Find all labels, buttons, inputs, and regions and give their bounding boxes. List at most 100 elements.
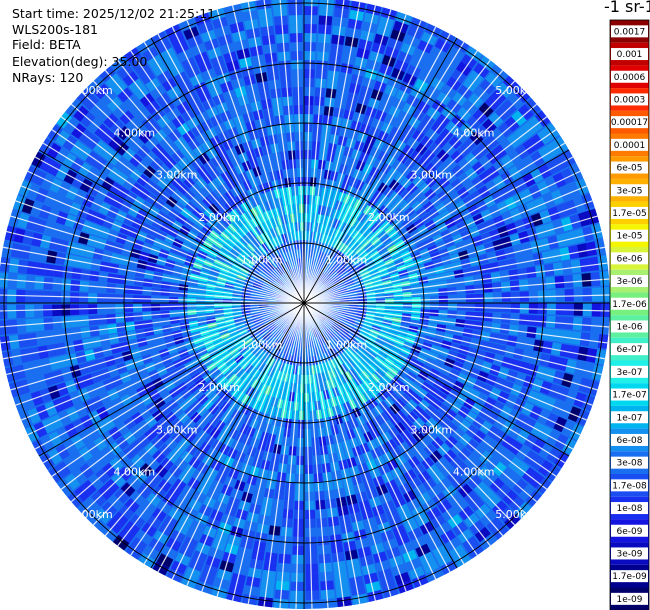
ppi-gate-cell [365, 3, 382, 16]
ppi-gate-cell [81, 373, 94, 387]
ray-gap-line [303, 230, 602, 304]
colorbar-tick-label: 1e-08 [617, 504, 643, 514]
ppi-gate-cell [478, 102, 494, 118]
ppi-gate-cell [171, 115, 186, 129]
ppi-gate-cell [248, 129, 259, 141]
ppi-gate-cell [304, 24, 317, 34]
ppi-gate-cell [530, 151, 545, 167]
ppi-gate-cell [525, 489, 542, 507]
ppi-gate-cell [195, 542, 211, 556]
ppi-gate-cell [483, 293, 493, 302]
ppi-gate-cell [437, 499, 453, 514]
ppi-gate-cell [543, 222, 556, 237]
ppi-gate-cell [320, 580, 335, 591]
ray-gap-line [263, 0, 305, 304]
ppi-gate-cell [122, 71, 139, 87]
ppi-gate-cell [462, 535, 479, 552]
ppi-gate-cell [347, 567, 363, 579]
ppi-gate-cell [318, 24, 332, 35]
ppi-gate-cell [481, 273, 492, 284]
ppi-gate-cell [290, 590, 304, 600]
ppi-gate-cell [305, 527, 317, 537]
ray-gap-line [303, 302, 527, 515]
ppi-gate-cell [582, 226, 595, 242]
ppi-gate-cell [468, 93, 484, 108]
ppi-gate-cell [591, 303, 601, 317]
ray-gap-line [27, 302, 305, 436]
ppi-gate-cell [183, 26, 200, 40]
ppi-gate-cell [26, 332, 38, 347]
ppi-gate-cell [486, 165, 500, 180]
ppi-gate-cell [55, 342, 67, 356]
ppi-gate-cell [522, 139, 538, 155]
ray-gap-line [303, 302, 329, 609]
ppi-gate-cell [101, 176, 115, 191]
ppi-gate-cell [43, 372, 56, 387]
ppi-gate-cell [506, 258, 518, 270]
ppi-gate-cell [216, 101, 229, 114]
ppi-gate-cell [452, 476, 467, 491]
ppi-gate-cell [281, 87, 292, 98]
ray-gap-line [303, 142, 566, 304]
ppi-gate-cell [344, 36, 359, 48]
ppi-gate-cell [432, 492, 447, 506]
ppi-gate-cell [382, 500, 396, 513]
ppi-gate-cell [37, 345, 49, 360]
ppi-gate-cell [252, 109, 264, 121]
ppi-gate-cell [441, 106, 456, 121]
ppi-gate-cell [483, 241, 495, 253]
ppi-gate-cell [100, 90, 117, 106]
ppi-gate-cell [115, 141, 130, 156]
ppi-gate-cell [359, 555, 374, 567]
ppi-gate-cell [217, 33, 233, 47]
ray-gap-line [303, 302, 478, 556]
ppi-gate-cell [539, 380, 553, 396]
ppi-gate-cell [80, 111, 96, 128]
ring-label: 4.00km [114, 466, 156, 479]
ppi-gate-cell [7, 304, 17, 319]
ppi-gate-cell [253, 540, 266, 552]
ppi-gate-cell [190, 520, 206, 534]
ppi-gate-cell [523, 433, 538, 449]
ray-gap-line [303, 302, 392, 597]
ppi-gate-cell [578, 377, 591, 394]
ppi-gate-cell [240, 538, 254, 550]
ppi-gate-cell [129, 513, 146, 529]
ring-label: 4.00km [453, 126, 495, 139]
ppi-gate-cell [436, 552, 453, 567]
ppi-gate-cell [341, 531, 355, 543]
ray-gap-line [303, 262, 608, 304]
ppi-gate-cell [31, 360, 44, 376]
ppi-gate-cell [505, 222, 518, 236]
ppi-gate-cell [0, 256, 11, 272]
ppi-gate-cell [101, 501, 118, 518]
ppi-gate-cell [17, 379, 31, 395]
ray-gap-line [303, 103, 538, 304]
ppi-gate-cell [257, 127, 268, 138]
ppi-gate-cell [543, 396, 557, 412]
ray-gap-line [186, 302, 305, 586]
ppi-gate-cell [501, 292, 511, 302]
ppi-gate-cell [247, 567, 262, 579]
colorbar-tick-bg [611, 388, 648, 401]
ppi-gate-cell [463, 490, 479, 505]
ppi-gate-cell [305, 473, 314, 483]
ppi-gate-cell [130, 537, 148, 553]
azimuth-spoke [303, 302, 458, 569]
ppi-gate-cell [43, 290, 53, 303]
ray-gap-line [34, 302, 305, 450]
ppi-gate-cell [64, 379, 78, 394]
ppi-gate-cell [334, 578, 350, 590]
ray-gap-line [6, 230, 305, 304]
ppi-gate-cell [482, 118, 497, 134]
ppi-gate-cell [528, 184, 542, 200]
ppi-gate-cell [320, 589, 336, 600]
ray-gap-line [303, 26, 437, 304]
ppi-gate-cell [34, 318, 45, 332]
ppi-gate-cell [546, 289, 556, 302]
ring-label: 2.00km [368, 211, 410, 224]
ppi-gate-cell [156, 69, 173, 85]
ppi-gate-cell [111, 375, 124, 388]
ppi-gate-cell [517, 267, 528, 280]
ppi-gate-cell [64, 473, 81, 490]
